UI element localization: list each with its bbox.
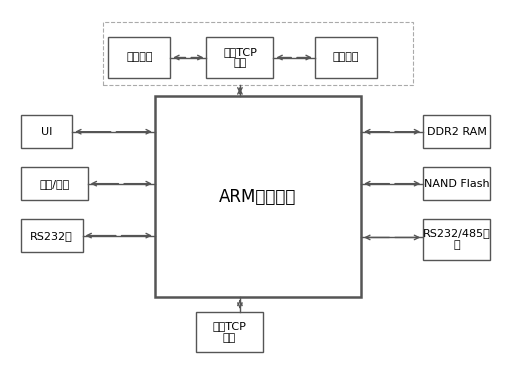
Text: UI: UI	[41, 127, 52, 137]
Bar	[315, 37, 377, 78]
Bar	[155, 96, 361, 297]
Text: 运维工具: 运维工具	[126, 53, 153, 62]
Text: 配置工具: 配置工具	[332, 53, 359, 62]
Text: NAND Flash: NAND Flash	[424, 179, 490, 188]
Text: DDR2 RAM: DDR2 RAM	[427, 127, 487, 137]
Text: RS232/485接
口: RS232/485接 口	[423, 229, 491, 250]
Text: 第一TCP
接口: 第一TCP 接口	[223, 47, 257, 68]
Bar	[423, 219, 490, 260]
Bar	[21, 219, 83, 252]
Bar	[21, 167, 88, 200]
Text: ARM微处理器: ARM微处理器	[219, 188, 297, 206]
Text: 第二TCP
接口: 第二TCP 接口	[213, 321, 247, 343]
Text: 电源/复位: 电源/复位	[39, 179, 69, 188]
Text: RS232接: RS232接	[30, 231, 73, 240]
Bar	[423, 115, 490, 148]
Bar	[21, 115, 72, 148]
Bar	[108, 37, 170, 78]
Bar	[206, 37, 273, 78]
Bar	[423, 167, 490, 200]
Bar	[196, 312, 263, 352]
Bar	[103, 22, 413, 85]
